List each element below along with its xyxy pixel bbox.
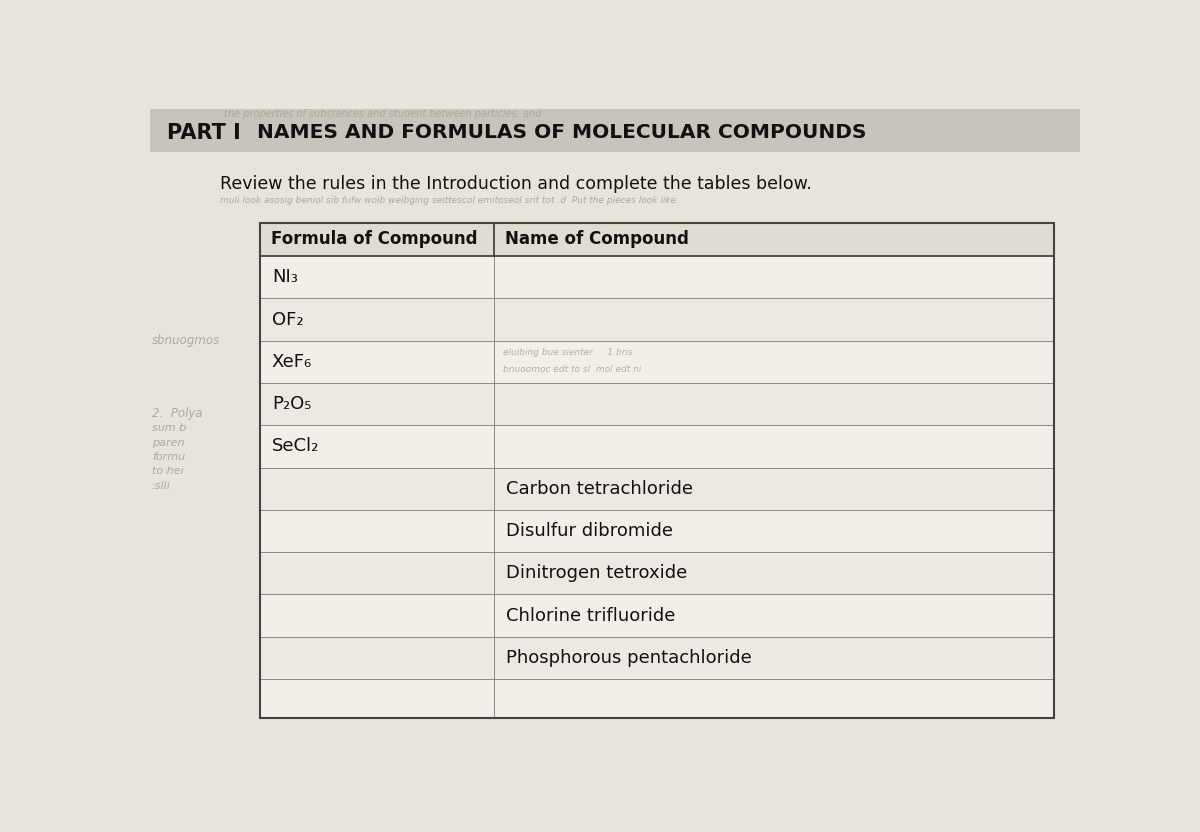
Text: eluibing bue sienter     1 bris: eluibing bue sienter 1 bris bbox=[504, 348, 634, 357]
Text: P₂O₅: P₂O₅ bbox=[272, 395, 311, 414]
Text: paren: paren bbox=[152, 438, 185, 448]
Text: SeCl₂: SeCl₂ bbox=[272, 438, 319, 455]
Text: Phosphorous pentachloride: Phosphorous pentachloride bbox=[506, 649, 752, 666]
Text: Carbon tetrachloride: Carbon tetrachloride bbox=[506, 480, 694, 498]
Text: like: like bbox=[820, 481, 836, 491]
Text: as needed.: as needed. bbox=[259, 452, 317, 462]
Text: :slli: :slli bbox=[152, 481, 170, 491]
Text: Dinitrogen tetroxide: Dinitrogen tetroxide bbox=[506, 564, 688, 582]
Text: NAMES AND FORMULAS OF MOLECULAR COMPOUNDS: NAMES AND FORMULAS OF MOLECULAR COMPOUND… bbox=[257, 123, 866, 142]
Text: the properties of substances and student between particles, and: the properties of substances and student… bbox=[224, 109, 541, 119]
Text: sum b: sum b bbox=[152, 423, 186, 433]
Text: bnuoomoc edt to sl  mol edt ni: bnuoomoc edt to sl mol edt ni bbox=[504, 365, 642, 374]
Bar bbox=[259, 636, 1054, 679]
Text: XeF₆: XeF₆ bbox=[272, 353, 312, 371]
Text: bo: bo bbox=[820, 438, 834, 448]
Text: muli look asosig beniol sib fufw woib weibging seittescol emitoseol srit tot .d : muli look asosig beniol sib fufw woib we… bbox=[220, 196, 676, 205]
Text: ool seosig beniol srit tot: ool seosig beniol srit tot bbox=[259, 481, 384, 491]
Text: ies: ies bbox=[820, 409, 835, 418]
Text: NI₃: NI₃ bbox=[272, 268, 298, 286]
Bar bbox=[259, 510, 1054, 552]
Bar bbox=[259, 679, 1054, 718]
Text: Review the rules in the Introduction and complete the tables below.: Review the rules in the Introduction and… bbox=[220, 176, 811, 193]
Bar bbox=[259, 594, 1054, 636]
Text: nesis is used andsthere d: nesis is used andsthere d bbox=[259, 423, 392, 433]
Text: formu: formu bbox=[152, 452, 185, 462]
Bar bbox=[259, 425, 1054, 468]
Text: eluibing bue sienter   1 bris  A deblimit set bsol seosig srit rot .d: eluibing bue sienter 1 bris A deblimit s… bbox=[504, 335, 818, 345]
Text: to hei: to hei bbox=[152, 467, 184, 477]
Bar bbox=[259, 299, 1054, 341]
Text: Formula of Compound: Formula of Compound bbox=[271, 230, 478, 249]
Text: Name of Compound: Name of Compound bbox=[505, 230, 689, 249]
Text: 2.  Polya: 2. Polya bbox=[152, 407, 203, 420]
Bar bbox=[259, 552, 1054, 594]
Text: zero. The only differenc: zero. The only differenc bbox=[259, 409, 383, 418]
Bar bbox=[259, 341, 1054, 383]
Bar bbox=[259, 223, 1054, 718]
Text: of the substance even: of the substance even bbox=[259, 438, 376, 448]
Text: Chlorine trifluoride: Chlorine trifluoride bbox=[506, 607, 676, 625]
Text: PART I: PART I bbox=[167, 123, 240, 143]
Bar bbox=[259, 468, 1054, 510]
Text: to: to bbox=[820, 467, 829, 477]
Bar bbox=[259, 223, 1054, 256]
Text: OF₂: OF₂ bbox=[272, 310, 304, 329]
Text: Disulfur dibromide: Disulfur dibromide bbox=[506, 522, 673, 540]
Text: bnuoomoc edt to sl   mol edt ni rserurdo elblulo ton ob setols: bnuoomoc edt to sl mol edt ni rserurdo e… bbox=[504, 348, 804, 358]
Text: sbnuogmos: sbnuogmos bbox=[152, 334, 220, 347]
Bar bbox=[259, 223, 1054, 718]
Bar bbox=[150, 109, 1080, 152]
Bar bbox=[259, 383, 1054, 425]
Bar bbox=[259, 256, 1054, 299]
